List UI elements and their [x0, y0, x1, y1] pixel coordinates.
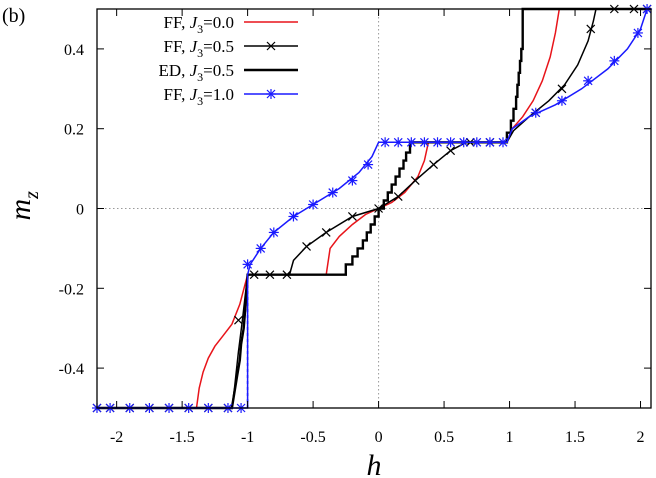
x-marker: [446, 146, 456, 156]
star-marker: [406, 137, 417, 148]
x-marker: [321, 228, 331, 237]
star-marker: [583, 75, 594, 86]
series-line-2: [97, 7, 651, 410]
star-marker: [327, 187, 338, 198]
star-marker: [530, 107, 541, 118]
star-marker: [308, 199, 319, 210]
star-marker: [432, 137, 443, 148]
x-marker: [586, 24, 596, 34]
x-tick-label: 1.5: [565, 429, 585, 446]
star-marker: [471, 137, 482, 148]
legend-sub: 3: [197, 46, 203, 60]
star-marker: [347, 175, 358, 186]
star-marker: [393, 137, 404, 148]
y-tick-label: -0.4: [59, 361, 84, 378]
legend-value: =1.0: [203, 85, 234, 104]
series-layer: [92, 4, 653, 413]
star-marker: [632, 27, 643, 38]
y-tick-label: 0.2: [64, 122, 84, 139]
reference-lines: [97, 9, 651, 408]
x-tick-label: -1.5: [169, 429, 194, 446]
series-line-3: [97, 8, 651, 409]
x-tick-label: 1: [506, 429, 514, 446]
axis-ticks: -2 -1.5 -1 -0.5 0 0.5 1 1.5 2 -0.4 -0.2 0 0.2 0.4: [59, 9, 651, 446]
x-marker: [234, 315, 243, 325]
y-tick-label: 0.4: [64, 42, 84, 59]
x-axis-label: h: [367, 449, 382, 478]
legend-marker-3: [266, 89, 276, 99]
x-tick-label: 2: [637, 429, 645, 446]
x-tick-label: 0.5: [434, 429, 454, 446]
legend-sub: 3: [197, 22, 203, 36]
x-tick-label: -0.5: [300, 429, 325, 446]
star-marker: [288, 211, 299, 222]
x-marker: [410, 176, 420, 185]
legend-label-3: FF, J3=1.0: [164, 85, 234, 108]
star-marker: [484, 137, 495, 148]
legend-prefix: FF,: [164, 85, 190, 104]
legend-prefix: FF,: [164, 13, 190, 32]
y-tick-label: -0.2: [59, 281, 84, 298]
legend-value: =0.5: [203, 61, 234, 80]
legend-sub: 3: [197, 70, 203, 84]
star-marker: [255, 243, 266, 254]
star-marker: [609, 55, 620, 66]
star-marker: [498, 137, 509, 148]
star-marker: [380, 137, 391, 148]
y-axis-label: mz: [4, 191, 43, 221]
legend-value: =0.5: [203, 37, 234, 56]
x-tick-label: 0: [375, 429, 383, 446]
star-marker: [445, 137, 456, 148]
x-tick-label: -1: [241, 429, 254, 446]
legend-j: J: [190, 61, 199, 80]
panel-label: (b): [2, 5, 25, 27]
x-marker: [429, 160, 439, 170]
x-marker: [557, 84, 567, 94]
y-axis-label-sub: z: [21, 191, 43, 200]
legend-j: J: [190, 37, 199, 56]
legend-j: J: [190, 13, 199, 32]
star-marker: [242, 259, 253, 270]
legend-label-2: ED, J3=0.5: [158, 61, 234, 84]
legend-value: =0.0: [203, 13, 234, 32]
legend: FF, J3=0.0FF, J3=0.5ED, J3=0.5FF, J3=1.0: [158, 13, 298, 108]
star-marker: [268, 227, 279, 238]
star-marker: [419, 137, 430, 148]
legend-sub: 3: [197, 94, 203, 108]
legend-label-0: FF, J3=0.0: [164, 13, 234, 36]
star-marker: [458, 137, 469, 148]
legend-marker-1: [266, 41, 276, 51]
star-marker: [363, 159, 374, 170]
y-axis-label-main: m: [4, 199, 37, 221]
legend-j: J: [190, 85, 199, 104]
legend-prefix: FF,: [164, 37, 190, 56]
star-marker: [556, 95, 567, 106]
x-marker: [393, 192, 403, 201]
legend-label-1: FF, J3=0.5: [164, 37, 234, 60]
x-marker: [347, 212, 357, 221]
y-tick-label: 0: [76, 202, 84, 219]
x-marker: [302, 241, 311, 251]
series-line-0: [97, 8, 651, 409]
legend-prefix: ED,: [158, 61, 189, 80]
x-tick-label: -2: [110, 429, 123, 446]
